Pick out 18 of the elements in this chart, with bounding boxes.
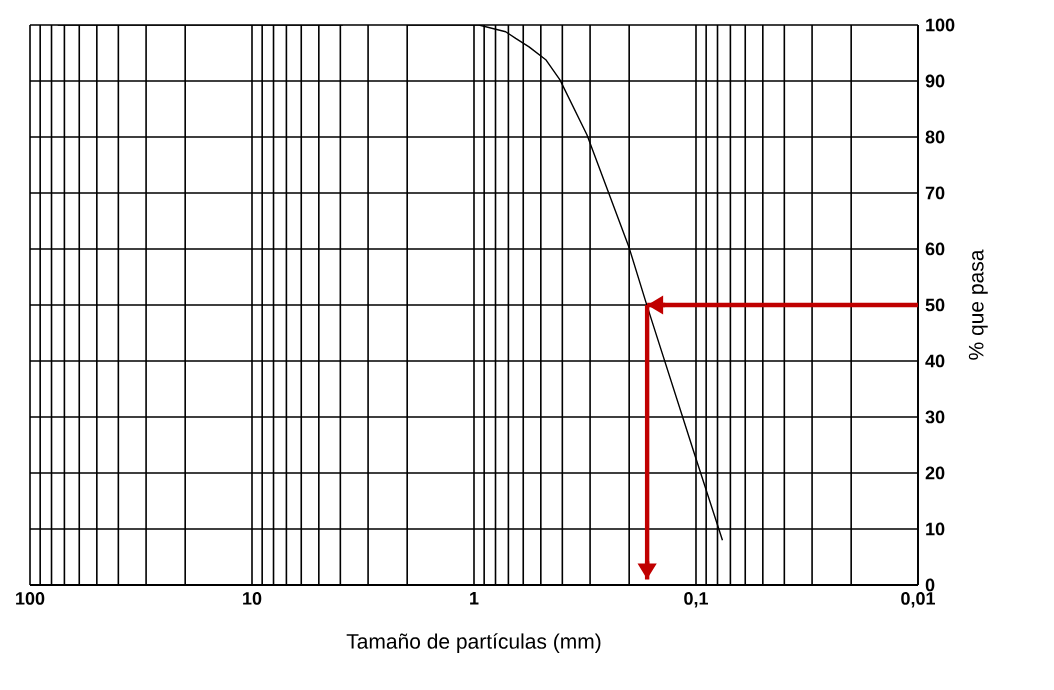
y-tick-label: 20 (925, 466, 945, 480)
y-tick-label: 40 (925, 354, 945, 368)
x-tick-label: 0,01 (901, 592, 935, 608)
x-tick-label: 100 (16, 592, 45, 605)
x-axis-title: Tamaño de partículas (mm) (346, 633, 601, 653)
y-tick-label: 30 (925, 410, 945, 424)
y-tick-label: 10 (926, 522, 945, 536)
y-tick-label: 0 (925, 578, 935, 592)
y-tick-label: 70 (925, 186, 945, 200)
y-tick-label: 60 (925, 242, 945, 256)
y-tick-label: 100 (926, 18, 955, 32)
y-tick-label: 80 (925, 130, 945, 144)
y-tick-label: 50 (925, 298, 945, 312)
y-axis-title: % que pasa (968, 249, 988, 360)
x-tick-label: 1 (470, 592, 479, 605)
x-tick-label: 0,1 (684, 592, 708, 608)
x-tick-label: 10 (243, 592, 262, 605)
y-tick-label: 90 (925, 74, 945, 88)
